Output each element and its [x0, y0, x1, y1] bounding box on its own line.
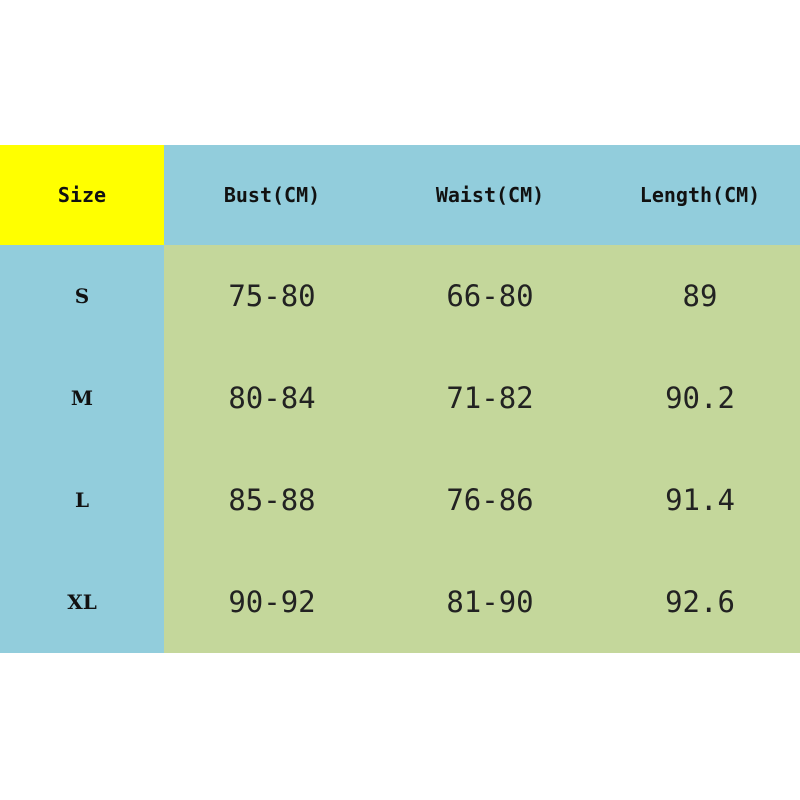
bust-cell: 85-88 — [164, 449, 380, 551]
size-cell: M — [0, 347, 164, 449]
waist-cell: 81-90 — [380, 551, 600, 653]
waist-cell: 76-86 — [380, 449, 600, 551]
header-bust: Bust(CM) — [164, 145, 380, 245]
size-chart-table: Size Bust(CM) Waist(CM) Length(CM) S 75-… — [0, 145, 800, 653]
waist-cell: 71-82 — [380, 347, 600, 449]
bust-cell: 90-92 — [164, 551, 380, 653]
length-cell: 91.4 — [600, 449, 800, 551]
header-waist: Waist(CM) — [380, 145, 600, 245]
length-cell: 90.2 — [600, 347, 800, 449]
length-cell: 92.6 — [600, 551, 800, 653]
size-cell: S — [0, 245, 164, 347]
length-cell: 89 — [600, 245, 800, 347]
table-row: XL 90-92 81-90 92.6 — [0, 551, 800, 653]
table-row: L 85-88 76-86 91.4 — [0, 449, 800, 551]
bust-cell: 80-84 — [164, 347, 380, 449]
table-row: S 75-80 66-80 89 — [0, 245, 800, 347]
table-row: M 80-84 71-82 90.2 — [0, 347, 800, 449]
header-row: Size Bust(CM) Waist(CM) Length(CM) — [0, 145, 800, 245]
header-length: Length(CM) — [600, 145, 800, 245]
header-size: Size — [0, 145, 164, 245]
size-cell: XL — [0, 551, 164, 653]
waist-cell: 66-80 — [380, 245, 600, 347]
bust-cell: 75-80 — [164, 245, 380, 347]
size-cell: L — [0, 449, 164, 551]
